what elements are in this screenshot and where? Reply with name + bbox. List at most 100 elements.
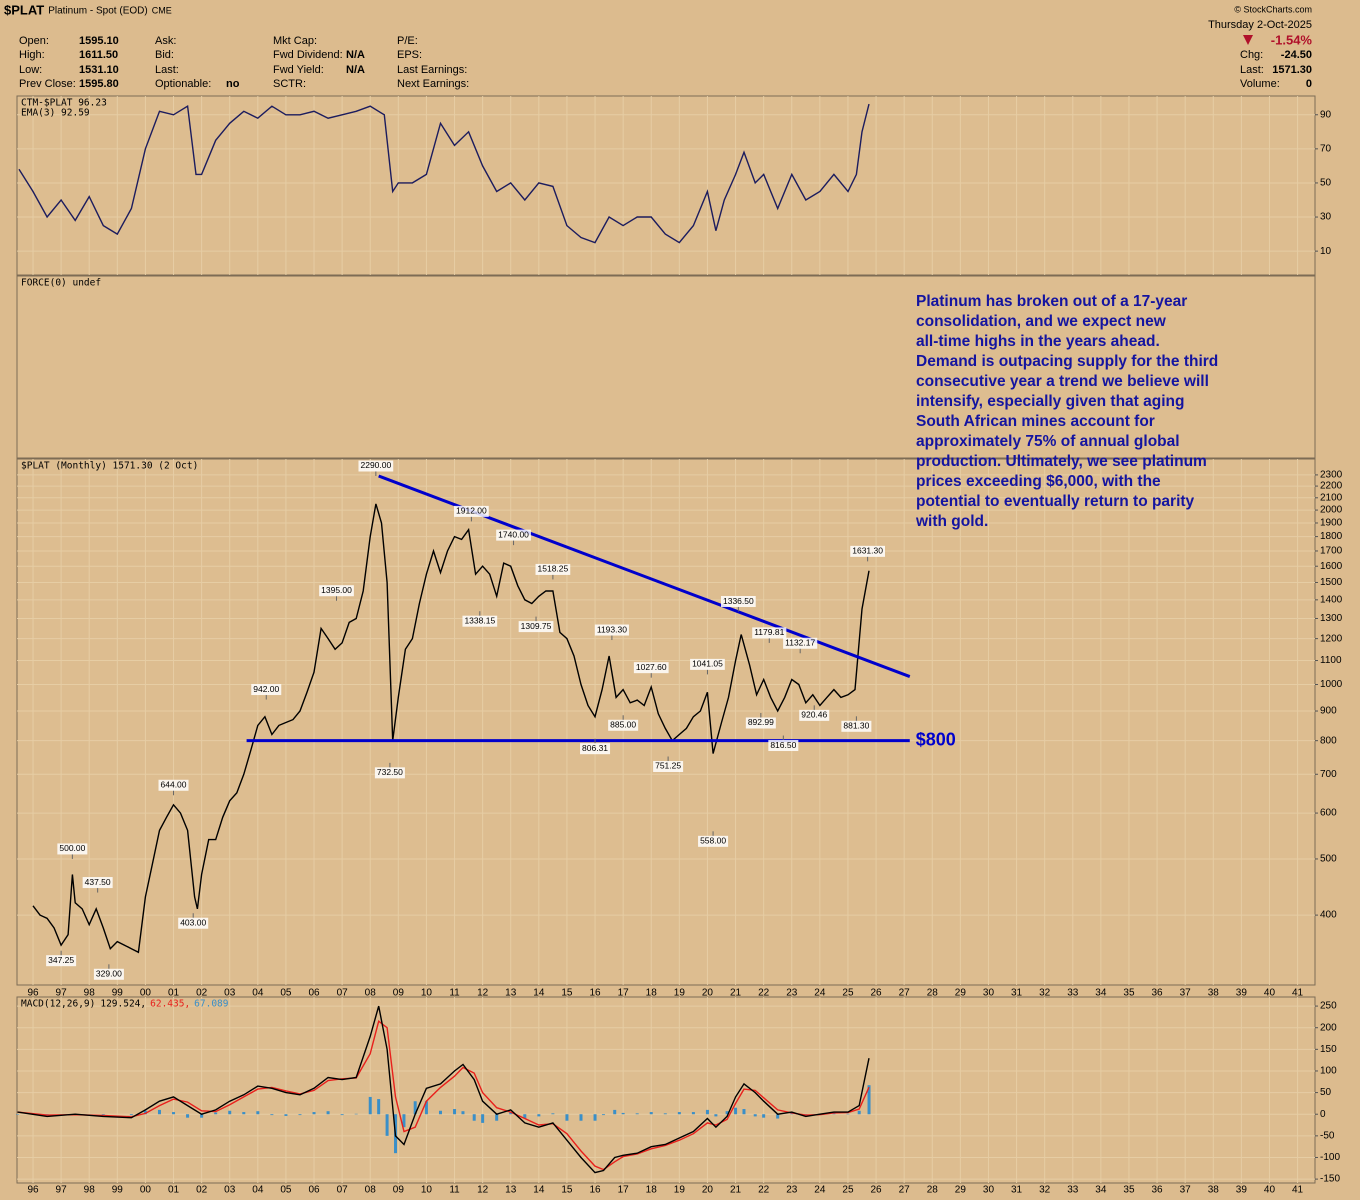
annotation-label: 1179.81 xyxy=(754,627,784,637)
annotation-box xyxy=(698,835,729,847)
y-tick-label: 700 xyxy=(1320,769,1337,780)
histogram-bar xyxy=(453,1109,457,1115)
histogram-bar xyxy=(613,1109,617,1115)
x-tick-label: 20 xyxy=(702,1185,714,1196)
x-tick-label: 35 xyxy=(1123,1185,1135,1196)
annotation-label: 1336.50 xyxy=(723,596,754,606)
histogram-bar xyxy=(101,1114,105,1116)
annotation-box xyxy=(633,662,669,674)
x-tick-label: 02 xyxy=(196,988,208,999)
histogram-bar xyxy=(481,1114,485,1123)
histogram-bar xyxy=(413,1101,417,1115)
x-tick-label: 23 xyxy=(786,988,798,999)
note-line: consecutive year a trend we believe will xyxy=(916,373,1209,390)
histogram-bar xyxy=(284,1114,288,1116)
x-tick-label: 06 xyxy=(308,988,320,999)
field-value: 1595.80 xyxy=(79,78,119,90)
x-tick-label: 41 xyxy=(1292,1185,1304,1196)
x-tick-label: 14 xyxy=(533,1185,545,1196)
x-tick-label: 00 xyxy=(140,1185,152,1196)
histogram-bar xyxy=(461,1111,465,1115)
x-tick-label: 03 xyxy=(224,1185,236,1196)
x-tick-label: 18 xyxy=(646,988,658,999)
note-line: prices exceeding $6,000, with the xyxy=(916,473,1161,490)
y-tick-label: 2200 xyxy=(1320,481,1343,492)
histogram-bar xyxy=(385,1114,389,1136)
histogram-bar xyxy=(326,1111,330,1115)
x-tick-label: 01 xyxy=(168,988,180,999)
annotation-label: 881.30 xyxy=(843,721,869,731)
histogram-bar xyxy=(537,1114,541,1117)
x-tick-label: 07 xyxy=(337,1185,349,1196)
x-tick-label: 00 xyxy=(140,988,152,999)
x-tick-label: 24 xyxy=(814,988,826,999)
y-tick-label: 100 xyxy=(1320,1066,1337,1077)
x-tick-label: 97 xyxy=(56,988,68,999)
field-label: Last: xyxy=(1240,64,1264,76)
annotation-label: 1132.17 xyxy=(785,638,815,648)
x-tick-label: 33 xyxy=(1067,988,1079,999)
x-tick-label: 99 xyxy=(112,988,124,999)
x-tick-label: 27 xyxy=(899,988,911,999)
histogram-bar xyxy=(725,1111,729,1115)
y-tick-label: -150 xyxy=(1320,1174,1340,1185)
histogram-bar xyxy=(753,1114,757,1117)
x-tick-label: 22 xyxy=(758,1185,770,1196)
histogram-bar xyxy=(762,1114,766,1118)
legend-label: EMA(3) 92.59 xyxy=(21,108,90,119)
histogram-bar xyxy=(621,1112,625,1115)
x-tick-label: 10 xyxy=(421,988,433,999)
field-value: -24.50 xyxy=(1281,49,1312,61)
note-line: consolidation, and we expect new xyxy=(916,313,1167,330)
instrument-name: Platinum - Spot (EOD) xyxy=(48,6,147,17)
x-tick-label: 01 xyxy=(168,1185,180,1196)
histogram-bar xyxy=(200,1114,204,1118)
x-tick-label: 39 xyxy=(1236,1185,1248,1196)
histogram-bar xyxy=(601,1114,605,1116)
x-tick-label: 08 xyxy=(365,1185,377,1196)
histogram-bar xyxy=(472,1114,476,1121)
y-tick-label: 1200 xyxy=(1320,633,1343,644)
field-label: Optionable: xyxy=(155,78,211,90)
copyright: © StockCharts.com xyxy=(1234,4,1312,14)
field-label: EPS: xyxy=(397,49,422,61)
histogram-bar xyxy=(714,1114,718,1117)
x-tick-label: 05 xyxy=(280,988,292,999)
x-tick-label: 30 xyxy=(983,988,995,999)
x-tick-label: 19 xyxy=(674,1185,686,1196)
x-tick-label: 22 xyxy=(758,988,770,999)
x-tick-label: 31 xyxy=(1011,988,1023,999)
field-value: N/A xyxy=(346,49,365,61)
y-tick-label: 1700 xyxy=(1320,546,1343,557)
y-tick-label: 2100 xyxy=(1320,492,1343,503)
x-tick-label: 26 xyxy=(870,988,882,999)
y-tick-label: 70 xyxy=(1320,143,1332,154)
histogram-bar xyxy=(677,1112,681,1115)
annotation-box xyxy=(518,621,554,633)
annotation-label: 644.00 xyxy=(161,780,187,790)
x-tick-label: 33 xyxy=(1067,1185,1079,1196)
x-tick-label: 02 xyxy=(196,1185,208,1196)
annotation-box xyxy=(783,637,818,649)
annotation-label: 347.25 xyxy=(48,955,74,965)
x-tick-label: 10 xyxy=(421,1185,433,1196)
annotation-label: 892.99 xyxy=(748,717,774,727)
x-tick-label: 28 xyxy=(927,988,939,999)
exchange: CME xyxy=(152,5,172,15)
histogram-bar xyxy=(523,1114,527,1119)
x-tick-label: 24 xyxy=(814,1185,826,1196)
annotation-box xyxy=(799,709,830,721)
annotation-label: 751.25 xyxy=(655,761,681,771)
histogram-bar xyxy=(186,1114,190,1118)
x-tick-label: 08 xyxy=(365,988,377,999)
annotation-box xyxy=(319,585,354,597)
y-tick-label: -50 xyxy=(1320,1130,1335,1141)
histogram-bar xyxy=(509,1112,513,1115)
field-label: High: xyxy=(19,49,45,61)
note-line: South African mines account for xyxy=(916,413,1155,430)
annotation-label: 1041.05 xyxy=(692,659,723,669)
x-tick-label: 14 xyxy=(533,988,545,999)
note-line: production. Ultimately, we see platinum xyxy=(916,453,1207,470)
annotation-box xyxy=(768,740,799,752)
x-tick-label: 97 xyxy=(56,1185,68,1196)
